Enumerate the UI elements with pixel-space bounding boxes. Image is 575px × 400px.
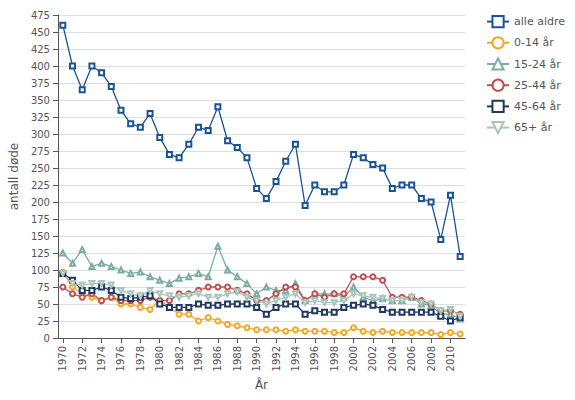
svg-text:350: 350 [31, 95, 50, 106]
svg-text:25-44 år: 25-44 år [514, 79, 561, 92]
svg-text:100: 100 [31, 265, 50, 276]
svg-text:25: 25 [37, 316, 50, 327]
svg-text:300: 300 [31, 129, 50, 140]
svg-text:175: 175 [31, 214, 50, 225]
svg-text:1976: 1976 [115, 346, 126, 371]
svg-text:275: 275 [31, 146, 50, 157]
svg-text:400: 400 [31, 61, 50, 72]
svg-text:2010: 2010 [445, 346, 456, 371]
svg-text:75: 75 [37, 282, 50, 293]
svg-text:1988: 1988 [232, 346, 243, 371]
svg-text:125: 125 [31, 248, 50, 259]
svg-text:1974: 1974 [96, 346, 107, 371]
svg-text:År: År [255, 377, 268, 392]
svg-text:1992: 1992 [271, 346, 282, 371]
svg-text:375: 375 [31, 78, 50, 89]
svg-text:45-64 år: 45-64 år [514, 100, 561, 113]
svg-text:150: 150 [31, 231, 50, 242]
svg-text:2002: 2002 [367, 346, 378, 371]
svg-text:250: 250 [31, 163, 50, 174]
svg-text:1978: 1978 [135, 346, 146, 371]
svg-text:475: 475 [31, 10, 50, 21]
svg-text:1980: 1980 [154, 346, 165, 371]
svg-text:1982: 1982 [174, 346, 185, 371]
svg-text:425: 425 [31, 44, 50, 55]
svg-text:1994: 1994 [290, 346, 301, 371]
svg-text:225: 225 [31, 180, 50, 191]
svg-text:1986: 1986 [212, 346, 223, 371]
svg-text:0: 0 [44, 333, 50, 344]
svg-text:15-24 år: 15-24 år [514, 58, 561, 71]
svg-text:2006: 2006 [406, 346, 417, 371]
svg-text:alle aldre: alle aldre [514, 15, 565, 28]
svg-text:1972: 1972 [77, 346, 88, 371]
svg-text:50: 50 [37, 299, 50, 310]
svg-text:325: 325 [31, 112, 50, 123]
svg-text:antall døde: antall døde [7, 143, 21, 210]
svg-text:2000: 2000 [348, 346, 359, 371]
svg-text:200: 200 [31, 197, 50, 208]
svg-text:2008: 2008 [426, 346, 437, 371]
svg-text:1990: 1990 [251, 346, 262, 371]
svg-text:1984: 1984 [193, 346, 204, 371]
svg-text:1970: 1970 [57, 346, 68, 371]
svg-text:450: 450 [31, 27, 50, 38]
svg-text:1998: 1998 [329, 346, 340, 371]
svg-text:2004: 2004 [387, 346, 398, 371]
svg-text:1996: 1996 [309, 346, 320, 371]
svg-text:65+ år: 65+ år [514, 121, 552, 134]
svg-text:0-14 år: 0-14 år [514, 36, 554, 49]
